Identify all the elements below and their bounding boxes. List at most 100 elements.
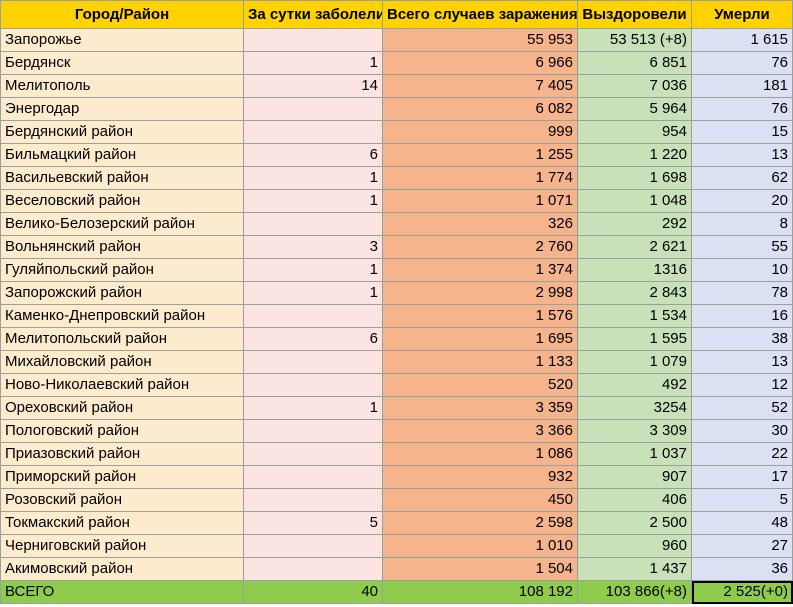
deaths-cell[interactable]: 13 (691, 350, 793, 374)
daily-cases-cell[interactable] (243, 419, 383, 443)
daily-cases-cell[interactable]: 3 (243, 235, 383, 259)
deaths-cell[interactable]: 5 (691, 488, 793, 512)
recovered-cell[interactable]: 1 048 (577, 189, 692, 213)
recovered-cell[interactable]: 1316 (577, 258, 692, 282)
total-cases-cell[interactable]: 3 366 (382, 419, 578, 443)
recovered-cell[interactable]: 2 621 (577, 235, 692, 259)
daily-cases-cell[interactable] (243, 97, 383, 121)
deaths-cell[interactable]: 78 (691, 281, 793, 305)
region-name-cell[interactable]: Ореховский район (0, 396, 244, 420)
total-cases-cell[interactable]: 932 (382, 465, 578, 489)
recovered-cell[interactable]: 6 851 (577, 51, 692, 75)
total-cases-cell[interactable]: 1 010 (382, 534, 578, 558)
daily-cases-cell[interactable]: 14 (243, 74, 383, 98)
deaths-cell[interactable]: 8 (691, 212, 793, 236)
deaths-cell[interactable]: 1 615 (691, 28, 793, 52)
region-name-cell[interactable]: Михайловский район (0, 350, 244, 374)
total-recovered[interactable]: 103 866(+8) (577, 580, 692, 604)
deaths-cell[interactable]: 181 (691, 74, 793, 98)
daily-cases-cell[interactable] (243, 28, 383, 52)
daily-cases-cell[interactable] (243, 120, 383, 144)
region-name-cell[interactable]: Каменко-Днепровский район (0, 304, 244, 328)
total-cases-cell[interactable]: 1 133 (382, 350, 578, 374)
region-name-cell[interactable]: Веселовский район (0, 189, 244, 213)
daily-cases-cell[interactable] (243, 534, 383, 558)
recovered-cell[interactable]: 954 (577, 120, 692, 144)
region-name-cell[interactable]: Приморский район (0, 465, 244, 489)
total-cases-cell[interactable]: 7 405 (382, 74, 578, 98)
daily-cases-cell[interactable] (243, 350, 383, 374)
deaths-cell[interactable]: 12 (691, 373, 793, 397)
daily-cases-cell[interactable] (243, 442, 383, 466)
daily-cases-cell[interactable]: 1 (243, 166, 383, 190)
recovered-cell[interactable]: 2 500 (577, 511, 692, 535)
total-cases-cell[interactable]: 2 998 (382, 281, 578, 305)
deaths-cell[interactable]: 13 (691, 143, 793, 167)
daily-cases-cell[interactable]: 1 (243, 189, 383, 213)
total-cases-cell[interactable]: 1 774 (382, 166, 578, 190)
recovered-cell[interactable]: 1 037 (577, 442, 692, 466)
region-name-cell[interactable]: Бердянский район (0, 120, 244, 144)
daily-cases-cell[interactable]: 1 (243, 396, 383, 420)
recovered-cell[interactable]: 1 079 (577, 350, 692, 374)
deaths-cell[interactable]: 15 (691, 120, 793, 144)
recovered-cell[interactable]: 1 534 (577, 304, 692, 328)
deaths-cell[interactable]: 17 (691, 465, 793, 489)
deaths-cell[interactable]: 55 (691, 235, 793, 259)
deaths-cell[interactable]: 36 (691, 557, 793, 581)
header-daily-cases[interactable]: За сутки заболели (243, 0, 383, 29)
recovered-cell[interactable]: 292 (577, 212, 692, 236)
deaths-cell[interactable]: 30 (691, 419, 793, 443)
total-cases-cell[interactable]: 1 374 (382, 258, 578, 282)
total-cases-cell[interactable]: 2 598 (382, 511, 578, 535)
header-recovered[interactable]: Выздоровели (577, 0, 692, 29)
total-cases[interactable]: 108 192 (382, 580, 578, 604)
region-name-cell[interactable]: Черниговский район (0, 534, 244, 558)
deaths-cell[interactable]: 76 (691, 51, 793, 75)
region-name-cell[interactable]: Васильевский район (0, 166, 244, 190)
region-name-cell[interactable]: Запорожский район (0, 281, 244, 305)
total-cases-cell[interactable]: 3 359 (382, 396, 578, 420)
recovered-cell[interactable]: 1 437 (577, 557, 692, 581)
region-name-cell[interactable]: Токмакский район (0, 511, 244, 535)
deaths-cell[interactable]: 16 (691, 304, 793, 328)
total-cases-cell[interactable]: 6 082 (382, 97, 578, 121)
header-total-cases[interactable]: Всего случаев заражения (382, 0, 578, 29)
recovered-cell[interactable]: 907 (577, 465, 692, 489)
region-name-cell[interactable]: Гуляйпольский район (0, 258, 244, 282)
deaths-cell[interactable]: 22 (691, 442, 793, 466)
total-cases-cell[interactable]: 1 086 (382, 442, 578, 466)
total-cases-cell[interactable]: 2 760 (382, 235, 578, 259)
daily-cases-cell[interactable] (243, 465, 383, 489)
daily-cases-cell[interactable] (243, 212, 383, 236)
total-cases-cell[interactable]: 999 (382, 120, 578, 144)
total-label[interactable]: ВСЕГО (0, 580, 244, 604)
recovered-cell[interactable]: 1 698 (577, 166, 692, 190)
daily-cases-cell[interactable] (243, 488, 383, 512)
recovered-cell[interactable]: 960 (577, 534, 692, 558)
region-name-cell[interactable]: Запорожье (0, 28, 244, 52)
daily-cases-cell[interactable]: 1 (243, 258, 383, 282)
region-name-cell[interactable]: Бердянск (0, 51, 244, 75)
daily-cases-cell[interactable]: 5 (243, 511, 383, 535)
total-cases-cell[interactable]: 1 255 (382, 143, 578, 167)
region-name-cell[interactable]: Розовский район (0, 488, 244, 512)
deaths-cell[interactable]: 76 (691, 97, 793, 121)
daily-cases-cell[interactable]: 6 (243, 143, 383, 167)
recovered-cell[interactable]: 7 036 (577, 74, 692, 98)
recovered-cell[interactable]: 3 309 (577, 419, 692, 443)
region-name-cell[interactable]: Бильмацкий район (0, 143, 244, 167)
total-cases-cell[interactable]: 1 695 (382, 327, 578, 351)
deaths-cell[interactable]: 27 (691, 534, 793, 558)
deaths-cell[interactable]: 62 (691, 166, 793, 190)
daily-cases-cell[interactable] (243, 373, 383, 397)
daily-cases-cell[interactable] (243, 557, 383, 581)
deaths-cell[interactable]: 10 (691, 258, 793, 282)
recovered-cell[interactable]: 5 964 (577, 97, 692, 121)
region-name-cell[interactable]: Велико-Белозерский район (0, 212, 244, 236)
deaths-cell[interactable]: 48 (691, 511, 793, 535)
total-cases-cell[interactable]: 6 966 (382, 51, 578, 75)
region-name-cell[interactable]: Пологовский район (0, 419, 244, 443)
deaths-cell[interactable]: 38 (691, 327, 793, 351)
daily-cases-cell[interactable]: 1 (243, 281, 383, 305)
